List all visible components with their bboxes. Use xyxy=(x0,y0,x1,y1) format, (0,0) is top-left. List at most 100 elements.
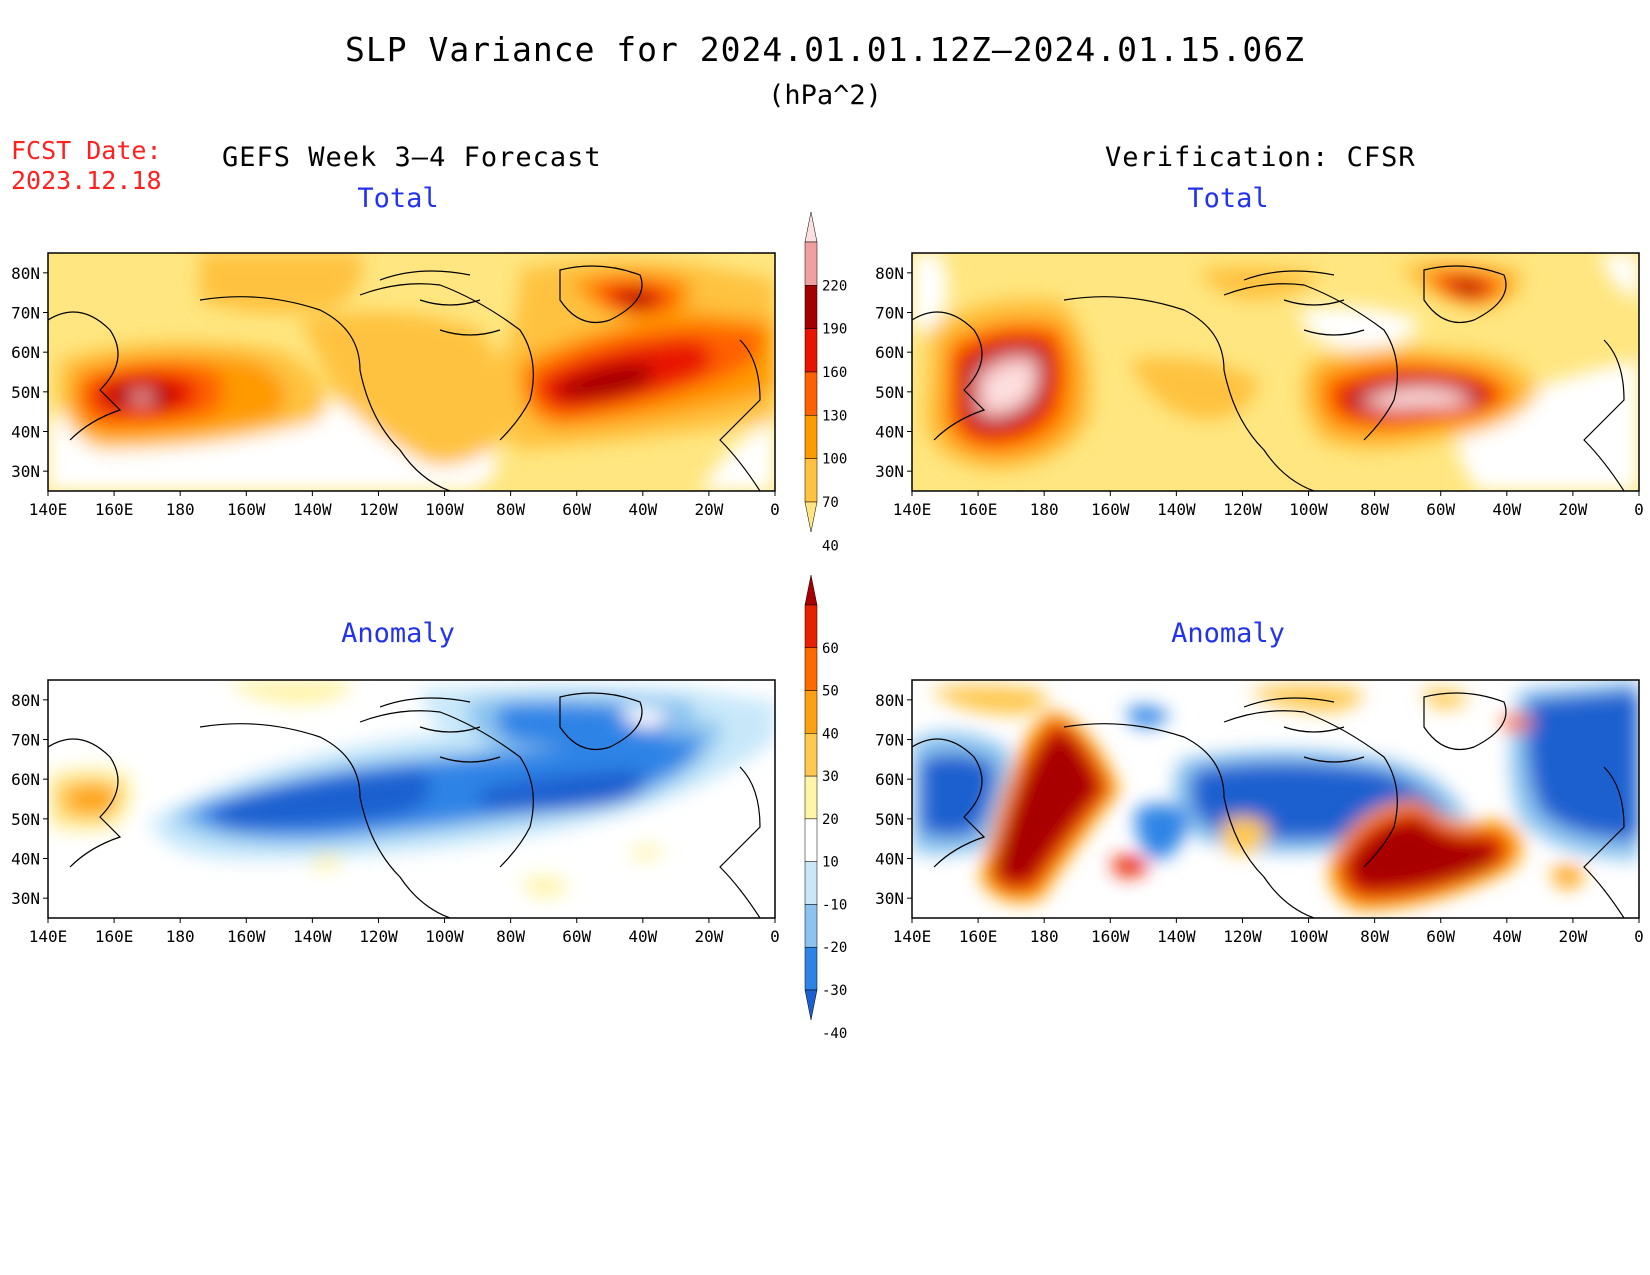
lon-label-forecast-total-5: 120W xyxy=(359,500,398,519)
lon-label-forecast-total-7: 80W xyxy=(496,500,525,519)
lon-label-verification-anomaly-9: 40W xyxy=(1492,927,1521,946)
lat-label-forecast-total-2: 50N xyxy=(11,383,40,402)
anomaly-colorbar-label-2: -20 xyxy=(822,940,847,956)
total-colorbar-swatch-0 xyxy=(804,501,818,533)
lon-label-forecast-total-8: 60W xyxy=(562,500,591,519)
lat-label-forecast-anomaly-4: 70N xyxy=(11,731,40,750)
lat-label-forecast-total-4: 70N xyxy=(11,304,40,323)
panel-verification-total xyxy=(911,252,1640,492)
units-label: (hPa^2) xyxy=(768,80,882,111)
lon-label-verification-total-5: 120W xyxy=(1223,500,1262,519)
lat-label-forecast-anomaly-5: 80N xyxy=(11,691,40,710)
lon-label-forecast-total-3: 160W xyxy=(227,500,266,519)
lon-label-forecast-anomaly-4: 140W xyxy=(293,927,332,946)
anomaly-colorbar-label-6: 30 xyxy=(822,769,839,785)
total-colorbar-label-1: 70 xyxy=(822,495,839,511)
panel-verification-anomaly xyxy=(911,679,1640,919)
lat-label-verification-anomaly-3: 60N xyxy=(875,770,904,789)
lat-label-verification-total-4: 70N xyxy=(875,304,904,323)
lat-label-verification-total-3: 60N xyxy=(875,343,904,362)
anomaly-colorbar-label-0: -40 xyxy=(822,1026,847,1042)
anomaly-colorbar-swatch-5 xyxy=(804,775,818,820)
lon-label-forecast-total-6: 100W xyxy=(425,500,464,519)
lat-label-verification-total-0: 30N xyxy=(875,462,904,481)
right-column-header: Verification: CFSR xyxy=(1105,142,1416,173)
forecast-date-label: FCST Date: xyxy=(11,136,162,165)
total-colorbar-label-0: 40 xyxy=(822,538,839,554)
total-colorbar-swatch-4 xyxy=(804,328,818,373)
lon-label-forecast-anomaly-1: 160E xyxy=(95,927,134,946)
lon-label-verification-anomaly-5: 120W xyxy=(1223,927,1262,946)
anomaly-colorbar-swatch-2 xyxy=(804,904,818,948)
total-colorbar-label-2: 100 xyxy=(822,452,847,468)
lon-label-verification-anomaly-1: 160E xyxy=(959,927,998,946)
total-colorbar-label-4: 160 xyxy=(822,365,847,381)
anomaly-colorbar-swatch-1 xyxy=(804,946,818,991)
lon-label-verification-anomaly-2: 180 xyxy=(1030,927,1059,946)
lon-label-verification-total-7: 80W xyxy=(1360,500,1389,519)
lon-label-verification-total-8: 60W xyxy=(1426,500,1455,519)
lon-label-forecast-anomaly-10: 20W xyxy=(694,927,723,946)
anomaly-colorbar-label-8: 50 xyxy=(822,684,839,700)
total-colorbar-swatch-3 xyxy=(804,371,818,416)
panel-title-forecast-total: Total xyxy=(357,183,439,214)
lon-label-forecast-total-9: 40W xyxy=(628,500,657,519)
anomaly-colorbar-swatch-10 xyxy=(804,574,818,606)
panel-forecast-total xyxy=(47,252,776,492)
total-colorbar-label-6: 220 xyxy=(822,278,847,294)
lat-label-verification-anomaly-2: 50N xyxy=(875,810,904,829)
lat-label-verification-total-1: 40N xyxy=(875,423,904,442)
lon-label-verification-anomaly-10: 20W xyxy=(1558,927,1587,946)
coastlines xyxy=(48,265,1625,918)
lon-label-verification-anomaly-7: 80W xyxy=(1360,927,1389,946)
panel-forecast-anomaly xyxy=(47,679,776,919)
lon-label-verification-anomaly-8: 60W xyxy=(1426,927,1455,946)
total-colorbar-label-3: 130 xyxy=(822,408,847,424)
lat-label-forecast-anomaly-2: 50N xyxy=(11,810,40,829)
lon-label-forecast-total-2: 180 xyxy=(166,500,195,519)
total-colorbar-label-5: 190 xyxy=(822,322,847,338)
anomaly-colorbar-swatch-9 xyxy=(804,604,818,649)
panel-title-forecast-anomaly: Anomaly xyxy=(341,618,455,649)
lon-label-verification-total-6: 100W xyxy=(1289,500,1328,519)
panel-title-verification-anomaly: Anomaly xyxy=(1171,618,1285,649)
anomaly-colorbar-swatch-7 xyxy=(804,690,818,734)
lon-label-verification-anomaly-3: 160W xyxy=(1091,927,1130,946)
anomaly-colorbar-swatch-8 xyxy=(804,647,818,691)
lat-label-verification-total-5: 80N xyxy=(875,264,904,283)
anomaly-colorbar-label-9: 60 xyxy=(822,641,839,657)
coastline-verification-total xyxy=(912,265,1625,491)
lat-label-forecast-total-0: 30N xyxy=(11,462,40,481)
anomaly-colorbar-swatch-3 xyxy=(804,861,818,905)
lon-label-forecast-anomaly-0: 140E xyxy=(29,927,68,946)
total-colorbar-swatch-6 xyxy=(804,241,818,286)
coastline-forecast-total xyxy=(48,265,761,491)
lon-label-forecast-total-4: 140W xyxy=(293,500,332,519)
lon-label-forecast-total-11: 0 xyxy=(770,500,780,519)
lon-label-verification-anomaly-11: 0 xyxy=(1634,927,1644,946)
lon-label-forecast-anomaly-7: 80W xyxy=(496,927,525,946)
lon-label-forecast-anomaly-8: 60W xyxy=(562,927,591,946)
lon-label-forecast-total-10: 20W xyxy=(694,500,723,519)
colorbars: 40 70 100 130 160 190 220 -40 -30 -20 -10 10 20 30 40 5… xyxy=(804,211,847,1042)
lat-label-verification-anomaly-5: 80N xyxy=(875,691,904,710)
lon-label-verification-anomaly-0: 140E xyxy=(893,927,932,946)
lon-label-forecast-anomaly-2: 180 xyxy=(166,927,195,946)
lon-label-verification-total-0: 140E xyxy=(893,500,932,519)
anomaly-colorbar-label-5: 20 xyxy=(822,812,839,828)
lon-label-forecast-anomaly-9: 40W xyxy=(628,927,657,946)
anomaly-colorbar-label-7: 40 xyxy=(822,726,839,742)
lon-label-verification-total-9: 40W xyxy=(1492,500,1521,519)
lon-label-verification-anomaly-6: 100W xyxy=(1289,927,1328,946)
lon-label-verification-total-3: 160W xyxy=(1091,500,1130,519)
lat-label-forecast-total-5: 80N xyxy=(11,264,40,283)
lat-label-verification-anomaly-4: 70N xyxy=(875,731,904,750)
coastline-verification-anomaly xyxy=(912,692,1625,918)
total-colorbar-swatch-7 xyxy=(804,211,818,243)
lat-label-verification-anomaly-1: 40N xyxy=(875,850,904,869)
lat-label-forecast-total-3: 60N xyxy=(11,343,40,362)
total-colorbar-swatch-1 xyxy=(804,458,818,503)
lat-label-verification-total-2: 50N xyxy=(875,383,904,402)
anomaly-colorbar-label-4: 10 xyxy=(822,855,839,871)
